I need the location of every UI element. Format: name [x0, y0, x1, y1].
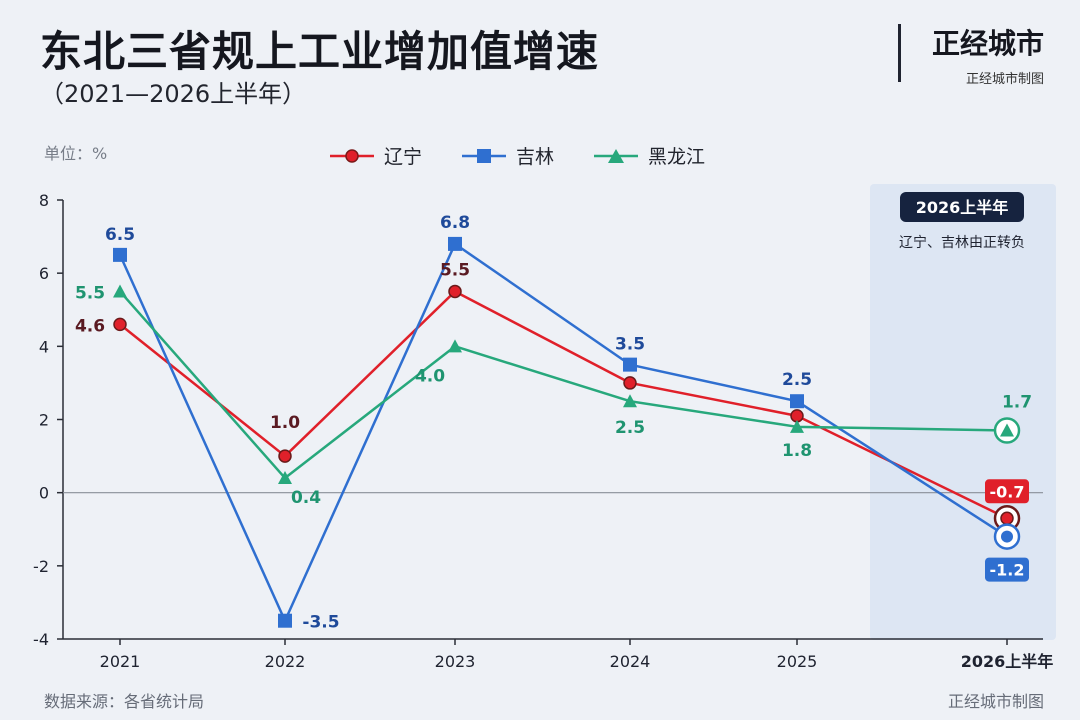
data-label: 2.5	[782, 370, 812, 390]
data-label: 2.5	[615, 418, 645, 438]
brand-block: 正经城市 正经城市制图	[932, 22, 1044, 87]
data-label: -3.5	[302, 613, 339, 633]
data-label: -1.2	[990, 561, 1025, 580]
x-tick-label: 2025	[777, 652, 818, 671]
data-label-box	[985, 557, 1029, 582]
data-point	[278, 471, 292, 485]
data-point	[113, 317, 127, 332]
data-label: 1.0	[270, 413, 300, 433]
y-tick-label: 2	[39, 411, 49, 430]
legend-label-jilin: 吉林	[516, 146, 555, 168]
data-point	[623, 376, 637, 390]
highlight-note: 辽宁、吉林由正转负	[899, 234, 1025, 251]
series-line-1	[119, 290, 1008, 520]
highlight-badge-text: 2026上半年	[916, 198, 1009, 217]
data-label: 4.0	[415, 366, 445, 386]
data-point	[1000, 511, 1014, 526]
footer-brand: 正经城市制图	[947, 692, 1044, 711]
y-tick-label: -2	[33, 557, 49, 576]
data-point	[448, 339, 462, 353]
brand-name: 正经城市	[931, 27, 1044, 60]
data-label: 6.5	[105, 225, 135, 245]
data-label: 1.7	[1002, 392, 1032, 412]
unit-label: 单位：%	[44, 144, 108, 163]
data-point	[790, 394, 804, 409]
brand-subtitle: 正经城市制图	[965, 72, 1044, 87]
highlight-badge	[900, 192, 1024, 222]
data-point	[1001, 530, 1013, 543]
data-point	[278, 449, 292, 463]
series-line-2	[118, 242, 1008, 622]
data-point	[623, 357, 637, 372]
data-point	[278, 613, 292, 628]
circle-marker-icon	[330, 148, 374, 163]
y-tick-label: 6	[39, 264, 49, 283]
chart-legend: 辽宁 吉林 黑龙江	[330, 142, 705, 169]
data-label: 5.5	[440, 260, 470, 280]
triangle-marker-icon	[594, 148, 639, 163]
legend-label-liaoning: 辽宁	[384, 146, 423, 168]
data-point	[623, 394, 637, 408]
data-point	[448, 236, 462, 251]
data-label: 4.6	[75, 316, 105, 336]
data-point	[790, 419, 804, 433]
data-label: 1.8	[782, 441, 812, 461]
data-label: 0.4	[291, 488, 321, 508]
x-tick-label: 2026上半年	[961, 652, 1054, 671]
data-point	[113, 284, 127, 298]
data-source: 数据来源：各省统计局	[44, 692, 205, 711]
x-tick-label: 2022	[265, 652, 306, 671]
y-tick-label: 8	[39, 191, 49, 210]
data-label-box	[985, 479, 1029, 504]
data-point	[1000, 423, 1014, 437]
data-point	[448, 284, 462, 299]
legend-item-jilin: 吉林	[462, 142, 554, 169]
x-tick-label: 2024	[610, 652, 651, 671]
data-label: 6.8	[440, 213, 470, 233]
data-label: -0.7	[990, 482, 1025, 501]
series-line-3	[119, 290, 1008, 480]
legend-label-heilongjiang: 黑龙江	[648, 146, 706, 168]
y-tick-label: 4	[39, 337, 49, 356]
x-tick-label: 2023	[435, 652, 476, 671]
x-tick-label: 2021	[100, 652, 141, 671]
y-tick-label: 0	[39, 484, 49, 503]
brand-divider	[898, 24, 901, 82]
legend-item-heilongjiang: 黑龙江	[594, 142, 705, 169]
legend-item-liaoning: 辽宁	[330, 142, 422, 169]
y-tick-label: -4	[33, 630, 49, 649]
data-label: 5.5	[75, 283, 105, 303]
square-marker-icon	[462, 148, 507, 163]
page-subtitle: （2021—2026上半年）	[40, 80, 307, 108]
page-title: 东北三省规上工业增加值增速	[40, 27, 600, 76]
data-label: 3.5	[615, 335, 645, 355]
data-point	[113, 247, 127, 262]
